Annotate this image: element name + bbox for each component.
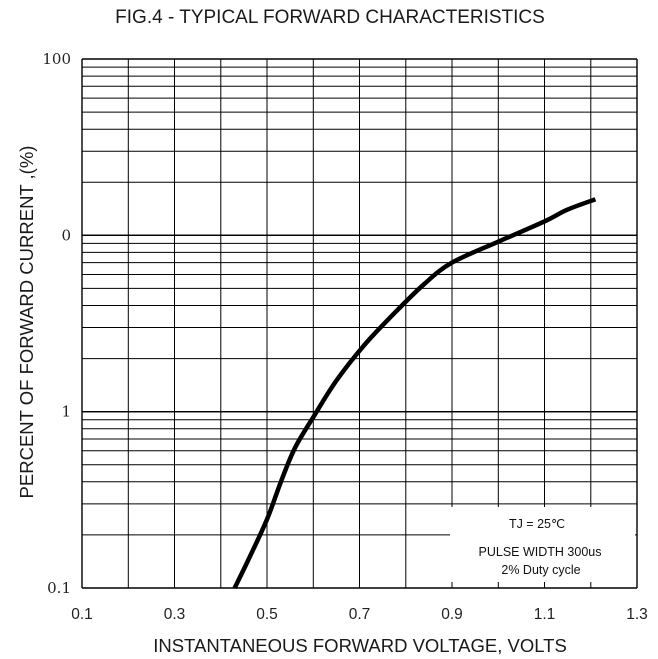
pulse-width-note: PULSE WIDTH 300us	[479, 545, 602, 559]
plot-grid	[81, 58, 638, 589]
series-line	[232, 197, 597, 589]
temperature-note: TJ = 25℃	[509, 517, 565, 531]
x-tick-label: 0.9	[441, 606, 463, 623]
tick-labels: 0.1 0.3 0.5 0.7 0.9 1.1 1.3 100 0 1 0.1	[42, 50, 647, 623]
y-tick-label: 0	[61, 226, 71, 244]
x-tick-label: 0.7	[349, 606, 371, 623]
x-tick-label: 0.5	[256, 606, 278, 623]
x-tick-label: 1.1	[534, 606, 556, 623]
x-axis-title: INSTANTANEOUS FORWARD VOLTAGE, VOLTS	[153, 635, 567, 656]
annotation-box	[450, 507, 635, 582]
x-tick-label: 1.3	[626, 606, 648, 623]
y-tick-label: 1	[61, 403, 71, 421]
chart-annotations: TJ = 25℃ PULSE WIDTH 300us 2% Duty cycle	[450, 507, 635, 582]
y-axis-title: PERCENT OF FORWARD CURRENT ,(%)	[16, 146, 37, 499]
plot-series	[232, 197, 597, 589]
y-tick-label: 100	[42, 50, 71, 68]
x-tick-label: 0.1	[71, 606, 93, 623]
duty-cycle-note: 2% Duty cycle	[501, 563, 580, 577]
x-tick-label: 0.3	[164, 606, 186, 623]
chart-title: FIG.4 - TYPICAL FORWARD CHARACTERISTICS	[115, 7, 545, 28]
y-tick-label: 0.1	[47, 579, 71, 597]
